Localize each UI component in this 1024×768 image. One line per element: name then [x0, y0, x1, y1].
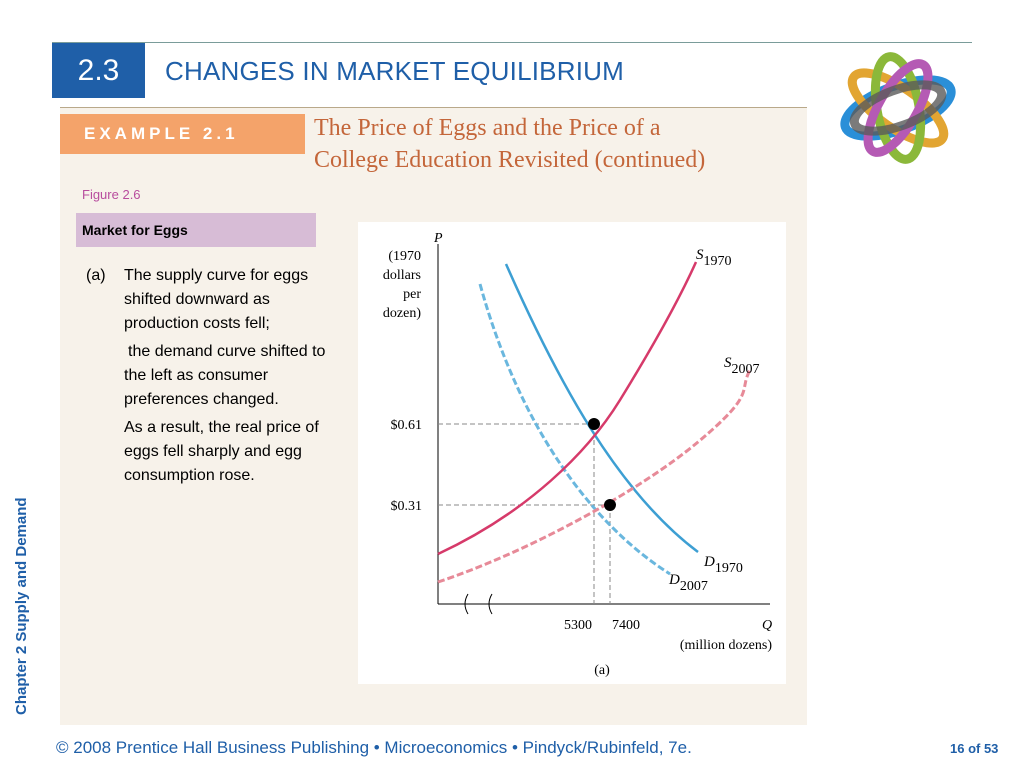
curve-label-main: D	[703, 554, 715, 570]
price-tick-label: $0.61	[391, 418, 423, 433]
top-rule	[52, 42, 972, 43]
price-tick-label: $0.31	[391, 499, 423, 514]
curve-label-main: D	[668, 572, 680, 588]
curve-label-s2007: S2007	[724, 355, 760, 377]
decorative-rings-logo	[840, 52, 956, 164]
description-tag: (a)	[86, 267, 106, 284]
equilibrium-point-1970	[588, 418, 600, 430]
supply-curve-2007	[437, 369, 752, 584]
x-axis-symbol: Q	[762, 618, 772, 633]
slide-title: CHANGES IN MARKET EQUILIBRIUM	[165, 56, 624, 86]
figure-caption-text: Market for Eggs	[82, 222, 188, 238]
y-axis-unit-line4: dozen)	[383, 306, 421, 321]
curve-label-main: S	[724, 355, 732, 371]
y-axis-unit-line1: (1970	[388, 249, 421, 264]
curve-label-sub: 2007	[680, 579, 708, 594]
demand-curve-1970	[504, 263, 699, 553]
quantity-tick-label: 5300	[564, 618, 592, 633]
section-number: 2.3	[77, 53, 120, 87]
curve-label-d2007: D2007	[668, 572, 708, 594]
curve-label-main: S	[696, 247, 704, 263]
market-for-eggs-chart: P (1970 dollars per dozen) Q (million do…	[358, 222, 786, 684]
curve-label-s1970: S1970	[696, 247, 732, 269]
y-axis-unit-line3: per	[403, 287, 421, 302]
example-banner: EXAMPLE 2.1	[60, 114, 305, 154]
figure-label: Figure 2.6	[82, 187, 141, 202]
description-paragraph-1: The supply curve for eggs shifted downwa…	[124, 267, 309, 332]
x-axis-unit: (million dozens)	[680, 638, 772, 653]
title-rule	[60, 107, 807, 108]
demand-curve-2007	[478, 283, 671, 576]
example-title-line1: The Price of Eggs and the Price of a	[314, 115, 661, 141]
example-title: The Price of Eggs and the Price of a Col…	[314, 112, 804, 176]
figure-caption: Market for Eggs	[76, 213, 316, 247]
curve-label-sub: 1970	[715, 561, 743, 576]
description-paragraph-3: As a result, the real price of eggs fell…	[124, 419, 319, 484]
section-number-box: 2.3	[52, 43, 145, 98]
supply-curve-1970	[437, 261, 698, 556]
curve-label-d1970: D1970	[703, 554, 743, 576]
curve-label-sub: 2007	[732, 362, 760, 377]
y-axis-unit-line2: dollars	[383, 268, 421, 283]
curve-label-sub: 1970	[704, 254, 732, 269]
example-title-line2: College Education Revisited (continued)	[314, 147, 706, 173]
chart-svg: P (1970 dollars per dozen) Q (million do…	[383, 231, 772, 678]
y-axis-symbol: P	[433, 231, 443, 246]
page-number: 16 of 53	[950, 741, 999, 756]
figure-description: (a) The supply curve for eggs shifted do…	[86, 264, 336, 488]
axis-break-mark	[464, 593, 469, 615]
chapter-side-label: Chapter 2 Supply and Demand	[13, 497, 30, 715]
quantity-tick-label: 7400	[612, 618, 640, 633]
panel-label: (a)	[594, 663, 610, 678]
footer-credit: © 2008 Prentice Hall Business Publishing…	[56, 738, 692, 757]
axis-break-mark	[488, 593, 493, 615]
equilibrium-point-2007	[604, 499, 616, 511]
description-paragraph-2: the demand curve shifted to the left as …	[124, 343, 326, 408]
example-label: EXAMPLE 2.1	[84, 124, 239, 143]
